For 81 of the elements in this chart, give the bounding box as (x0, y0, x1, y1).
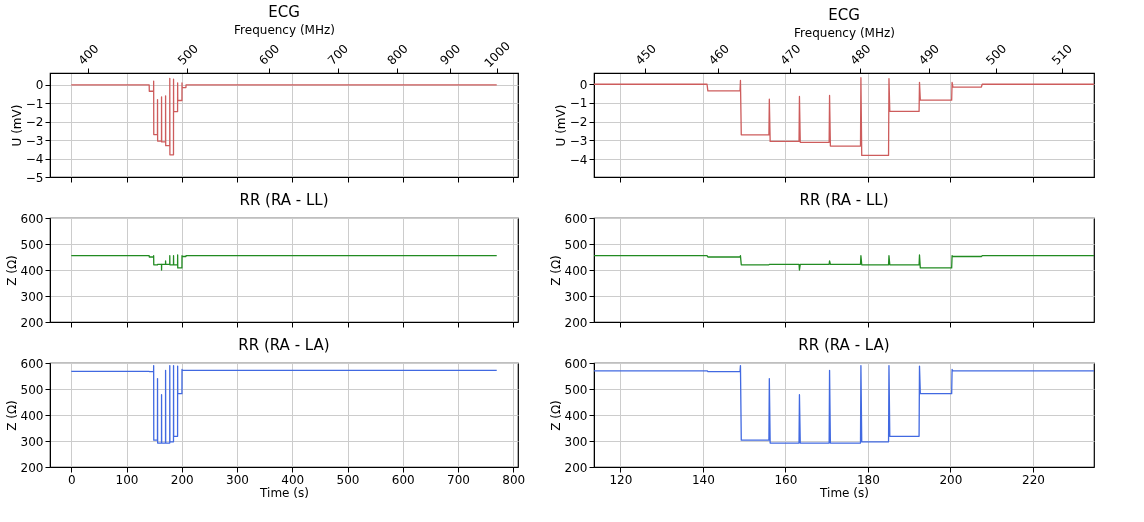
x2-tick-label: 400 (75, 41, 102, 68)
y-tick-label: −3 (569, 133, 588, 148)
x-tick-label: 300 (226, 472, 249, 487)
x-tick-label: 180 (856, 472, 880, 487)
x-tick-label: 140 (691, 472, 715, 487)
y-tick-label: 200 (20, 460, 44, 475)
y-axis-title: U (mV) (9, 104, 24, 147)
x2-tick-label: 470 (777, 41, 804, 68)
x-tick-label: 200 (939, 472, 963, 487)
x2-tick-label: 800 (384, 41, 411, 68)
x2-tick-label: 490 (915, 41, 943, 68)
y-tick-label: 500 (564, 237, 588, 252)
x-tick-label: 0 (67, 472, 76, 487)
y-tick-label: 500 (20, 382, 44, 397)
x2-tick-label: 700 (325, 41, 352, 68)
y-tick-label: 400 (20, 263, 44, 278)
y-axis-title: Z (Ω) (548, 400, 563, 431)
x2-tick-label: 500 (983, 41, 1010, 68)
y-axis-title: Z (Ω) (4, 400, 19, 431)
line-series (594, 77, 1094, 157)
y-axis-title: Z (Ω) (548, 255, 563, 286)
line-series (594, 254, 1094, 271)
x-axis-title: Time (s) (819, 485, 869, 500)
x2-axis-title: Frequency (MHz) (794, 26, 895, 41)
line-series (70, 364, 498, 444)
x2-tick-label: 460 (705, 41, 733, 68)
y-tick-label: 300 (564, 289, 588, 304)
x2-tick-label: 510 (1049, 41, 1076, 68)
chart-title: RR (RA - LL) (239, 191, 329, 209)
x-tick-label: 400 (281, 472, 305, 487)
y-tick-label: 400 (564, 263, 588, 278)
y-tick-label: −3 (25, 133, 44, 148)
y-tick-label: 0 (579, 77, 588, 92)
y-tick-label: −2 (25, 115, 44, 130)
line-series (70, 77, 498, 156)
y-tick-label: 500 (20, 237, 44, 252)
y-tick-label: −5 (25, 170, 44, 185)
y-tick-label: 300 (20, 289, 44, 304)
x2-tick-label: 500 (174, 41, 202, 68)
x-tick-label: 100 (115, 472, 139, 487)
x2-axis-title: Frequency (MHz) (234, 23, 335, 38)
chart-title: RR (RA - LL) (799, 191, 889, 209)
chart-title: RR (RA - LA) (798, 336, 890, 354)
y-tick-label: 600 (20, 356, 44, 371)
x-axis-title: Time (s) (259, 485, 309, 500)
y-axis-title: Z (Ω) (4, 255, 19, 286)
x2-tick-label: 900 (437, 41, 464, 68)
x-tick-label: 500 (336, 472, 360, 487)
chart-title: ECG (828, 5, 860, 24)
x-tick-label: 700 (447, 472, 470, 487)
y-tick-label: 0 (35, 78, 44, 93)
x-tick-label: 600 (391, 472, 415, 487)
y-tick-label: 600 (564, 211, 588, 226)
x-tick-label: 800 (502, 472, 526, 487)
y-tick-label: 400 (564, 408, 588, 423)
y-tick-label: 200 (564, 315, 588, 330)
x2-tick-label: 450 (632, 41, 659, 68)
y-tick-label: 200 (564, 460, 588, 475)
line-series (594, 364, 1094, 444)
y-tick-label: −1 (569, 96, 588, 111)
y-tick-label: 500 (564, 382, 588, 397)
y-tick-label: −1 (25, 96, 44, 111)
y-tick-label: 300 (20, 434, 44, 449)
y-tick-label: 300 (564, 434, 588, 449)
chart-title: RR (RA - LA) (238, 336, 330, 354)
y-tick-label: 600 (20, 211, 44, 226)
y-tick-label: 400 (20, 408, 44, 423)
x-tick-label: 220 (1021, 472, 1045, 487)
x2-tick-label: 600 (256, 41, 283, 68)
chart-title: ECG (268, 2, 300, 21)
x-tick-label: 120 (609, 472, 633, 487)
y-tick-label: −4 (569, 152, 588, 167)
y-axis-title: U (mV) (553, 104, 568, 147)
y-tick-label: −2 (569, 115, 588, 130)
y-tick-label: 600 (564, 356, 588, 371)
y-tick-label: 200 (20, 315, 44, 330)
x-tick-label: 200 (170, 472, 194, 487)
x2-tick-label: 480 (847, 41, 874, 68)
line-series (70, 254, 498, 271)
y-tick-label: −4 (25, 152, 44, 167)
x-tick-label: 160 (774, 472, 798, 487)
